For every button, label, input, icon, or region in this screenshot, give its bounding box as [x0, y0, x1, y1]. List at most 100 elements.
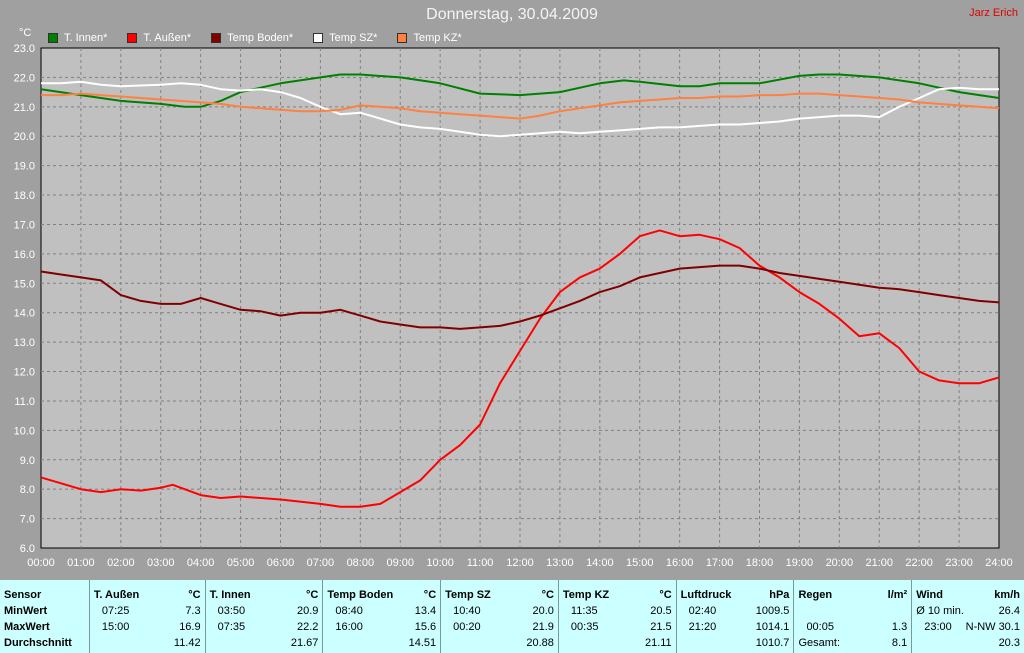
stats-name: Temp Boden: [327, 589, 394, 601]
stats-value: 7.3: [185, 605, 201, 617]
stats-header-sensor: Sensor: [4, 589, 42, 601]
stats-time: 02:40: [688, 605, 717, 617]
x-tick-label: 16:00: [666, 557, 694, 569]
legend-label-boden: Temp Boden*: [227, 32, 294, 44]
legend-swatch-aussen: [127, 33, 138, 43]
stats-time: 16:00: [335, 621, 363, 633]
stats-unit: km/h: [994, 589, 1020, 601]
x-tick-label: 15:00: [626, 557, 654, 569]
x-tick-label: 07:00: [307, 557, 335, 569]
legend-swatch-boden: [211, 33, 222, 43]
stats-unit: °C: [659, 589, 672, 601]
stats-wind-dir: N-NW: [965, 621, 996, 633]
stats-col-aussen: T. Außen °C 07:25 7.3 15:00 16.9 11.42: [90, 580, 206, 653]
legend-label-sz: Temp SZ*: [329, 32, 378, 44]
stats-value: 26.4: [998, 605, 1020, 617]
y-axis: 6.0 7.0 8.0 9.0 10.0 11.0 12.0 13.0 14.0 15.0 16.0…: [14, 43, 35, 555]
stats-time: 00:20: [453, 621, 481, 633]
x-tick-label: 11:00: [467, 557, 494, 569]
stats-label-max: MaxWert: [4, 621, 50, 633]
x-tick-label: 04:00: [187, 557, 215, 569]
y-tick-label: 20.0: [14, 131, 35, 143]
y-tick-label: 10.0: [14, 425, 35, 437]
x-tick-label: 02:00: [107, 557, 135, 569]
y-tick-label: 13.0: [14, 337, 35, 349]
legend-item-sz: Temp SZ*: [313, 31, 377, 45]
stats-time: 15:00: [101, 621, 130, 633]
x-tick-label: 19:00: [786, 557, 814, 569]
x-tick-label: 21:00: [865, 557, 893, 569]
x-tick-label: 12:00: [506, 557, 534, 569]
y-tick-label: 6.0: [20, 543, 35, 555]
stats-name: Regen: [798, 589, 833, 601]
stats-unit: hPa: [769, 589, 790, 601]
y-tick-label: 7.0: [20, 514, 35, 526]
stats-col-druck: Luftdruck hPa 02:40 1009.5 21:20 1014.1 101…: [677, 580, 795, 653]
stats-avg10-label: Ø 10 min.: [916, 605, 964, 617]
stats-value: 20.3: [998, 637, 1020, 649]
series-line-4: [41, 92, 1000, 120]
legend-item-innen: T. Innen*: [48, 31, 107, 45]
legend-label-aussen: T. Außen*: [143, 32, 192, 44]
stats-value: 21.5: [650, 621, 672, 633]
x-tick-label: 03:00: [147, 557, 175, 569]
stats-col-wind: Wind km/h Ø 10 min. 26.4 23:00 N-NW 30.1 20.…: [912, 580, 1024, 653]
stats-value: 11.42: [173, 637, 201, 649]
stats-value: 1010.7: [755, 637, 790, 649]
x-tick-label: 09:00: [386, 557, 414, 569]
y-tick-label: 22.0: [14, 72, 35, 84]
stats-value: 1.3: [891, 621, 908, 633]
y-tick-label: 18.0: [14, 190, 35, 202]
y-tick-label: 23.0: [14, 43, 35, 55]
y-unit-label: °C: [19, 27, 32, 39]
stats-unit: °C: [423, 589, 437, 601]
legend-item-kz: Temp KZ*: [397, 31, 462, 45]
y-tick-label: 11.0: [14, 396, 35, 408]
stats-col-regen: Regen l/m² 00:05 1.3 Gesamt: 8.1: [794, 580, 913, 653]
stats-col-innen: T. Innen °C 03:50 20.9 07:35 22.2 21.67: [206, 580, 324, 653]
stats-value: 21.67: [290, 637, 319, 649]
stats-total-label: Gesamt:: [798, 637, 841, 649]
y-tick-label: 15.0: [14, 278, 35, 290]
y-tick-label: 8.0: [20, 484, 35, 496]
x-tick-label: 13:00: [546, 557, 574, 569]
stats-col-labels: Sensor MinWert MaxWert Durchschnitt: [0, 580, 90, 653]
stats-time: 21:20: [688, 621, 717, 633]
stats-value: 16.9: [179, 621, 201, 633]
chart-title: Donnerstag, 30.04.2009: [426, 6, 598, 23]
x-tick-label: 14:00: [586, 557, 614, 569]
legend-label-innen: T. Innen*: [64, 32, 108, 44]
stats-value: 8.1: [891, 637, 908, 649]
y-tick-label: 9.0: [20, 455, 35, 467]
stats-value: 20.5: [650, 605, 672, 617]
author-label: Jarz Erich: [969, 7, 1018, 19]
stats-name: Temp KZ: [562, 589, 610, 601]
stats-time: 08:40: [335, 605, 363, 617]
stats-time: 00:05: [806, 621, 834, 633]
stats-value: 21.11: [644, 637, 672, 649]
stats-time: 03:50: [217, 605, 246, 617]
stats-name: Temp SZ: [445, 589, 491, 601]
stats-time: 07:35: [217, 621, 246, 633]
stats-unit: l/m²: [887, 589, 908, 601]
y-tick-label: 21.0: [14, 102, 35, 114]
x-tick-label: 17:00: [706, 557, 734, 569]
series-line-3: [41, 80, 999, 138]
series-line-2: [40, 264, 1000, 330]
stats-unit: °C: [541, 589, 554, 601]
x-tick-label: 05:00: [227, 557, 255, 569]
chart: 6.0 7.0 8.0 9.0 10.0 11.0 12.0 13.0 14.0 15.0 16.0…: [14, 43, 1013, 569]
legend: T. Innen* T. Außen* Temp Boden* Temp SZ*…: [48, 31, 482, 45]
stats-value: 15.6: [414, 621, 437, 633]
stats-time: 07:25: [101, 605, 130, 617]
stats-unit: °C: [188, 589, 201, 601]
stats-unit: °C: [306, 589, 319, 601]
stats-value: 30.1: [998, 621, 1020, 633]
series-lines: [40, 73, 1000, 508]
x-tick-label: 10:00: [426, 557, 454, 569]
x-tick-label: 00:00: [27, 557, 55, 569]
stats-name: Wind: [916, 589, 943, 601]
stats-value: 22.2: [296, 621, 319, 633]
stats-name: T. Außen: [93, 589, 140, 601]
legend-item-aussen: T. Außen*: [127, 31, 191, 45]
